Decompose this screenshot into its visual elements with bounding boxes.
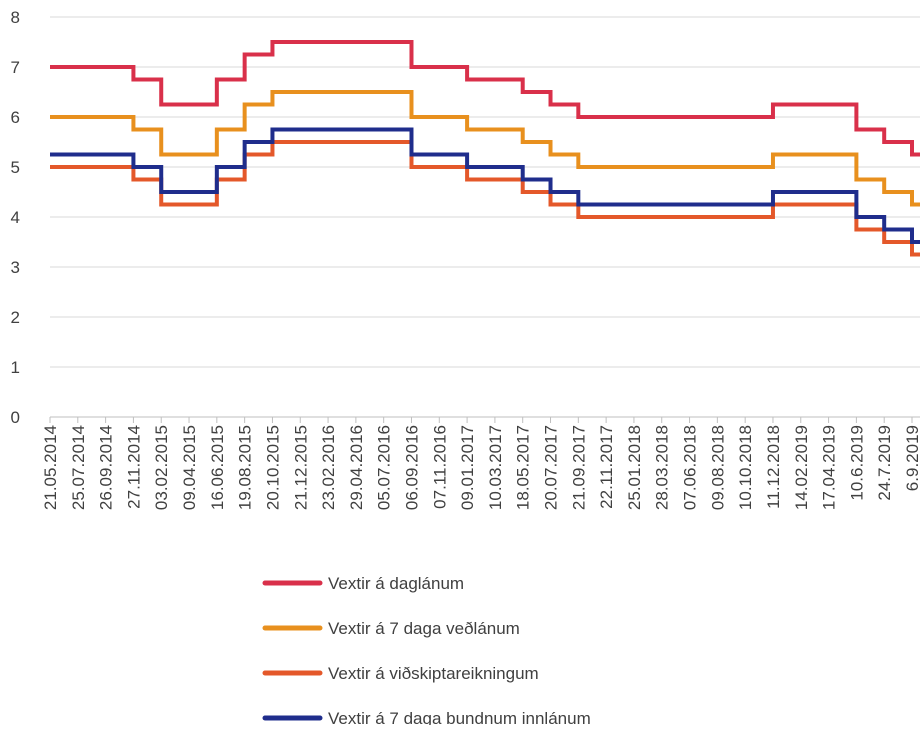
x-tick-label: 10.6.2019 [847, 425, 866, 501]
y-tick-label: 4 [11, 208, 20, 227]
x-tick-label: 07.06.2018 [681, 425, 700, 510]
y-tick-label: 7 [11, 58, 20, 77]
x-tick-label: 10.03.2017 [486, 425, 505, 510]
x-tick-label: 09.08.2018 [708, 425, 727, 510]
x-tick-label: 14.02.2019 [792, 425, 811, 510]
x-tick-label: 19.08.2015 [236, 425, 255, 510]
x-tick-label: 20.07.2017 [542, 425, 561, 510]
y-tick-label: 1 [11, 358, 20, 377]
x-tick-label: 10.10.2018 [736, 425, 755, 510]
x-tick-label: 11.12.2018 [764, 425, 783, 509]
x-tick-label: 16.06.2015 [208, 425, 227, 510]
legend-label: Vextir á daglánum [328, 574, 464, 593]
x-tick-label: 25.07.2014 [69, 425, 88, 510]
x-tick-label: 23.02.2016 [319, 425, 338, 510]
y-tick-label: 3 [11, 258, 20, 277]
x-tick-label: 28.03.2018 [653, 425, 672, 510]
x-tick-label: 27.11.2014 [124, 425, 143, 509]
x-tick-label: 24.7.2019 [875, 425, 894, 501]
legend-label: Vextir á 7 daga bundnum innlánum [328, 709, 591, 725]
x-tick-label: 6.9.2019 [903, 425, 921, 491]
y-tick-label: 8 [11, 8, 20, 27]
legend-label: Vextir á viðskiptareikningum [328, 664, 539, 683]
y-tick-label: 6 [11, 108, 20, 127]
x-tick-label: 26.09.2014 [97, 425, 116, 510]
x-tick-label: 07.11.2016 [430, 425, 449, 509]
x-tick-label: 18.05.2017 [514, 425, 533, 510]
y-tick-label: 0 [11, 408, 20, 427]
series-line [50, 127, 920, 244]
x-tick-label: 22.11.2017 [597, 425, 616, 509]
x-tick-label: 17.04.2019 [820, 425, 839, 510]
x-tick-label: 25.01.2018 [625, 425, 644, 510]
x-tick-label: 09.01.2017 [458, 425, 477, 510]
y-tick-label: 5 [11, 158, 20, 177]
series-line [50, 140, 920, 257]
x-tick-label: 29.04.2016 [347, 425, 366, 510]
x-tick-label: 21.09.2017 [569, 425, 588, 510]
series-line [50, 90, 920, 207]
legend-label: Vextir á 7 daga veðlánum [328, 619, 520, 638]
x-tick-label: 05.07.2016 [375, 425, 394, 510]
x-tick-label: 20.10.2015 [263, 425, 282, 510]
y-tick-label: 2 [11, 308, 20, 327]
x-tick-label: 21.12.2015 [291, 425, 310, 510]
series-line [50, 40, 920, 157]
x-tick-label: 03.02.2015 [152, 425, 171, 510]
x-tick-label: 09.04.2015 [180, 425, 199, 510]
x-tick-label: 06.09.2016 [402, 425, 421, 510]
x-tick-label: 21.05.2014 [41, 425, 60, 510]
